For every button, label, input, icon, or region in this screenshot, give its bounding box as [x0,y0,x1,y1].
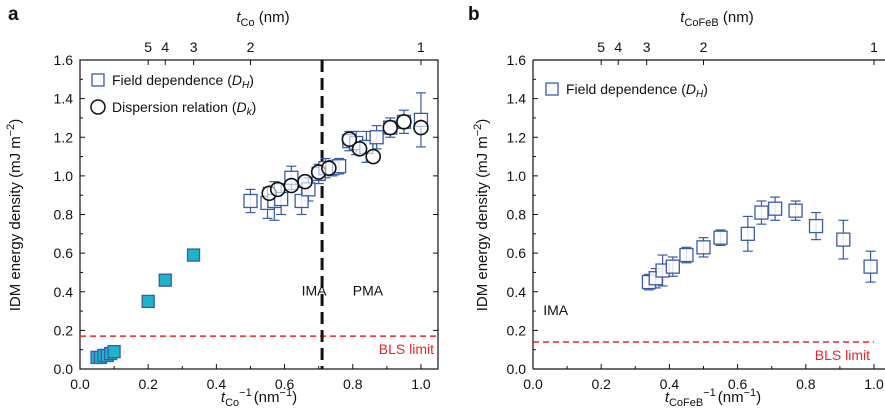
top-tick-label: 1 [870,39,878,55]
data-point-open-square [863,259,878,274]
data-point-open-square [740,226,755,241]
top-tick-label: 3 [190,39,198,55]
y-tick-label: 0.2 [507,322,527,338]
data-point-circle [396,114,412,130]
bls-limit-label: BLS limit [379,341,434,357]
top-tick-label: 1 [417,39,425,55]
data-point-open-square [665,259,680,274]
y-tick-label: 1.4 [507,91,527,107]
legend-label-field-dependence: Field dependence (DH) [112,72,254,91]
top-tick-label: 5 [144,39,152,55]
y-tick-label: 1.2 [54,129,74,145]
x-tick-label: 0.0 [523,376,543,392]
data-point-open-square [788,203,803,218]
x-tick-label: 0.2 [591,376,611,392]
x-tick-label: 0.8 [343,376,363,392]
data-point-open-square [767,201,783,216]
data-point-open-square [369,130,384,145]
x-tick-label: 0.0 [70,376,90,392]
top-tick-label: 5 [597,39,605,55]
data-point-filled-square [158,273,172,287]
data-point-circle [283,177,300,194]
y-tick-label: 1.6 [507,52,527,68]
y-tick-label: 0.6 [507,245,527,261]
panel-a-letter: a [8,4,19,25]
data-point-open-square [243,193,258,209]
panel-b-letter: b [468,4,480,25]
data-point-circle [321,160,337,176]
y-tick-label: 1.4 [54,91,74,107]
top-tick-label: 3 [643,39,651,55]
y-tick-label: 1.0 [54,168,74,184]
panel-b-top-axis-title: tCoFeB (nm) [680,9,753,29]
y-tick-label: 0.0 [54,361,74,377]
data-point-open-square [679,247,694,263]
data-point-circle [297,173,313,190]
data-point-open-square [836,232,851,247]
panel-b-legend: Field dependence (DH) [545,81,708,100]
y-tick-label: 1.2 [507,129,527,145]
y-tick-label: 0.8 [54,207,74,223]
panel-a-x-axis-title: tCo−1 (nm−1) [221,387,297,409]
top-tick-label: 4 [161,39,169,55]
y-tick-label: 0.2 [54,322,74,338]
data-point-circle [269,181,286,198]
data-point-filled-square [107,344,121,359]
panel-a-chart: 0.0 0.2 0.4 0.6 0.8 1.0 1.2 1.4 1.6 0.0 0.2 0.4 0.6 0… [5,9,439,409]
region-label: IMA [543,302,569,318]
region-label: PMA [353,283,384,299]
legend-square-marker [91,73,105,87]
x-tick-label: 0.6 [728,376,748,392]
data-point-circle [382,119,399,136]
panel-b-x-axis-title: tCoFeB−1 (nm−1) [665,387,761,409]
data-point-circle [351,141,368,157]
top-tick-label: 2 [700,39,708,55]
data-point-open-square [808,218,824,234]
x-tick-label: 0.6 [275,376,295,392]
legend-circle-marker [90,99,106,115]
panel-b-y-axis-title: IDM energy density (mJ m−2) [472,119,491,312]
x-tick-label: 0.2 [138,376,158,392]
data-point-open-square [713,230,728,245]
legend-label-dispersion-relation: Dispersion relation (Dk) [112,99,256,118]
data-point-filled-square [186,248,201,262]
panel-a-top-axis-title: tCo (nm) [236,9,289,29]
panel-a-legend: Field dependence (DH) Dispersion relatio… [90,72,256,118]
data-point-circle [341,131,358,147]
data-point-filled-square [141,294,155,309]
data-point-open-square [754,205,769,220]
panel-a-y-axis-title: IDM energy density (mJ m−2) [5,119,24,312]
y-tick-label: 0.0 [507,361,527,377]
x-tick-label: 0.8 [796,376,816,392]
x-tick-label: 1.0 [411,376,431,392]
x-tick-label: 0.4 [660,376,680,392]
top-tick-label: 4 [614,39,622,55]
y-tick-label: 0.4 [54,284,74,300]
bls-limit-label: BLS limit [815,347,870,363]
y-tick-label: 1.0 [507,168,527,184]
y-tick-label: 0.8 [507,207,527,223]
x-tick-label: 1.0 [864,376,884,392]
x-tick-label: 0.4 [207,376,227,392]
region-label: IMA [302,283,328,299]
panel-b-chart: 0.0 0.2 0.4 0.6 0.8 1.0 1.2 1.4 1.6 0.0 0.2 0.4 0.6 0… [472,9,885,409]
data-point-circle [413,119,429,136]
top-tick-label: 2 [247,39,255,55]
data-point-circle [365,148,382,165]
y-tick-label: 0.6 [54,245,74,261]
y-tick-label: 0.4 [507,284,527,300]
data-point-open-square [696,240,711,255]
y-tick-label: 1.6 [54,52,74,68]
legend-square-marker [545,82,559,96]
legend-label-field-dependence: Field dependence (DH) [566,81,708,100]
